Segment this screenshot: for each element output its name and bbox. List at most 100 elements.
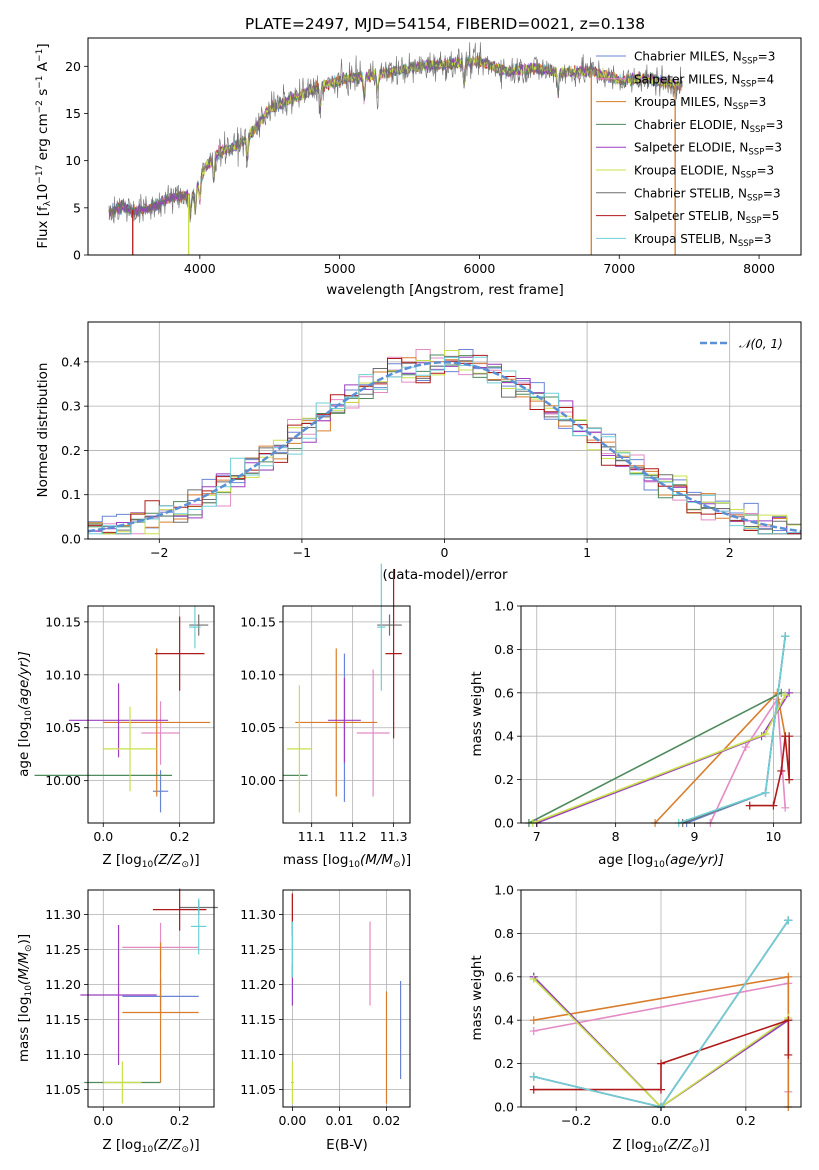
y-tick-label: 0.6 <box>494 685 514 700</box>
age-vs-mass-ticks: 11.1 11.2 11.3 10.00 10.05 10.10 10.15 <box>240 614 407 844</box>
spectrum-frame <box>87 37 802 256</box>
y-tick-label: 10.00 <box>240 773 276 788</box>
age-vs-metallicity-plot <box>34 606 214 823</box>
age-vs-metallicity-ticks: 0.0 0.2 10.00 10.05 10.10 10.15 <box>45 614 189 844</box>
legend-label: Kroupa ELODIE, NSSP=3 <box>634 164 774 181</box>
mass-vs-metallicity-ticks: 0.0 0.2 11.05 11.10 11.15 11.20 11.25 11.30 <box>45 907 189 1128</box>
age-vs-metallicity-panel: 0.0 0.2 10.00 10.05 10.10 10.15 Z [log10(Z/Z⊙… <box>16 605 215 870</box>
y-tick-label: 11.30 <box>45 907 81 922</box>
age-vs-metallicity-xlabel: Z [log10(Z/Z⊙)] <box>102 852 199 870</box>
y-tick-label: 0.2 <box>494 772 514 787</box>
spectrum-series-chabrier-stelib <box>108 42 683 224</box>
mass-vs-extinction-xlabel: E(B-V) <box>326 1137 368 1153</box>
weight-vs-metallicity-panel: −0.2 0.0 0.2 0.0 0.2 0.4 0.6 0.8 1.0 Z [log10(Z/… <box>469 883 802 1155</box>
y-tick-label: 10.05 <box>45 720 81 735</box>
age-vs-mass-frame <box>282 605 411 824</box>
y-tick-label: 10.05 <box>240 720 276 735</box>
mass-vs-extinction-ticks: 0.00 0.01 0.02 11.05 11.10 11.15 11.20 11.25 11.… <box>240 907 400 1128</box>
y-tick-label: 0 <box>73 248 81 263</box>
legend-label: Chabrier ELODIE, NSSP=3 <box>634 118 783 135</box>
y-tick-label: 11.20 <box>240 977 276 992</box>
errorbar-kroupa-elodie <box>287 685 312 813</box>
age-vs-mass-xlabel: mass [log10(M/M⊙)] <box>283 852 411 870</box>
weight-marker <box>529 1085 538 1094</box>
spectrum-ylabel: Flux [fλ10−17 erg cm−2 s−1 A−1] <box>35 43 53 248</box>
mass-vs-metallicity-panel: 0.0 0.2 11.05 11.10 11.15 11.20 11.25 11.30 Z [… <box>16 888 218 1155</box>
y-tick-label: 11.25 <box>240 942 276 957</box>
x-tick-label: 7 <box>533 829 541 844</box>
x-tick-label: 6000 <box>464 261 496 276</box>
y-tick-label: 0.4 <box>494 1013 514 1028</box>
y-tick-label: 10.10 <box>240 667 276 682</box>
mass-vs-metallicity-frame <box>87 889 215 1108</box>
weight-marker <box>529 1027 538 1036</box>
weight-marker <box>769 801 778 810</box>
age-vs-metallicity-frame <box>87 605 215 824</box>
x-tick-label: −1 <box>293 545 311 560</box>
legend-label: Salpeter ELODIE, NSSP=3 <box>634 141 782 158</box>
weight-marker <box>781 632 790 641</box>
legend-entry: Kroupa STELIB, NSSP=3 <box>596 232 772 249</box>
weight-vs-metallicity-ticks: −0.2 0.0 0.2 0.0 0.2 0.4 0.6 0.8 1.0 <box>494 883 756 1129</box>
weight-marker <box>781 803 790 812</box>
legend-entry: Salpeter STELIB, NSSP=5 <box>596 209 779 226</box>
residual-ylabel: Normed distribution <box>35 363 51 498</box>
y-tick-label: 11.15 <box>45 1012 81 1027</box>
weight-marker <box>784 1016 793 1025</box>
y-tick-label: 11.05 <box>45 1082 81 1097</box>
residual-panel: −2 −1 0 1 2 0.0 0.1 0.2 0.3 0.4 (data-model)/erro… <box>35 321 802 583</box>
weight-marker <box>657 1059 665 1068</box>
legend-entry: Kroupa MILES, NSSP=3 <box>596 95 766 112</box>
y-tick-label: 11.15 <box>240 1012 276 1027</box>
weight-marker <box>529 974 538 983</box>
errorbar-salpeter-miles <box>141 701 180 765</box>
errorbar-kroupa-stelib <box>377 563 386 691</box>
x-tick-label: 1 <box>583 545 591 560</box>
weight-marker <box>529 1072 538 1081</box>
errorbar-kroupa-miles <box>122 942 199 1083</box>
x-tick-label: 8 <box>612 829 620 844</box>
weight-marker <box>785 775 794 784</box>
age-vs-mass-plot <box>283 563 410 823</box>
weight-vs-metallicity-ylabel: mass weight <box>469 955 485 1040</box>
y-tick-label: 0.0 <box>494 1100 514 1115</box>
x-tick-label: 0.00 <box>278 1113 306 1128</box>
errorbar-kroupa-miles <box>103 648 211 797</box>
x-tick-label: 11.3 <box>380 829 408 844</box>
gauss-legend-label: 𝒩(0, 1) <box>739 337 783 351</box>
x-tick-label: 9 <box>691 829 699 844</box>
x-tick-label: 5000 <box>324 261 356 276</box>
x-tick-label: 10 <box>765 829 781 844</box>
weight-vs-metallicity-xlabel: Z [log10(Z/Z⊙)] <box>612 1137 709 1155</box>
errorbar-salpeter-miles <box>356 669 390 797</box>
y-tick-label: 5 <box>73 200 81 215</box>
x-tick-label: 4000 <box>184 261 216 276</box>
y-tick-label: 0.0 <box>61 532 81 547</box>
y-tick-label: 0.0 <box>494 816 514 831</box>
errorbar-salpeter-stelib <box>385 568 402 739</box>
y-tick-label: 0.8 <box>494 926 514 941</box>
weight-marker <box>657 1085 665 1094</box>
weight-marker <box>745 801 754 810</box>
weight-vs-age-ticks: 7 8 9 10 0.0 0.2 0.4 0.6 0.8 1.0 <box>494 599 781 845</box>
weight-marker <box>761 730 770 739</box>
legend-label: Salpeter STELIB, NSSP=5 <box>634 209 779 226</box>
legend-entry: Chabrier STELIB, NSSP=3 <box>596 186 781 203</box>
x-tick-label: 0.0 <box>93 829 113 844</box>
y-tick-label: 0.8 <box>494 642 514 657</box>
residual-xlabel: (data-model)/error <box>382 567 508 583</box>
residual-hist-kroupa-stelib <box>87 356 801 535</box>
weight-line <box>709 696 786 824</box>
weight-vs-age-frame <box>520 605 802 824</box>
residual-plot-area <box>87 322 802 540</box>
x-tick-label: 8000 <box>743 261 775 276</box>
y-tick-label: 0.2 <box>494 1056 514 1071</box>
x-tick-label: 0.2 <box>736 1113 756 1128</box>
mass-vs-extinction-plot <box>283 890 410 1107</box>
y-tick-label: 0.4 <box>61 354 81 369</box>
weight-vs-age-panel: 7 8 9 10 0.0 0.2 0.4 0.6 0.8 1.0 age [log10(age/y… <box>469 599 802 870</box>
weight-marker <box>785 732 794 741</box>
y-tick-label: 20 <box>65 59 81 74</box>
figure-title: PLATE=2497, MJD=54154, FIBERID=0021, z=0… <box>245 15 645 33</box>
